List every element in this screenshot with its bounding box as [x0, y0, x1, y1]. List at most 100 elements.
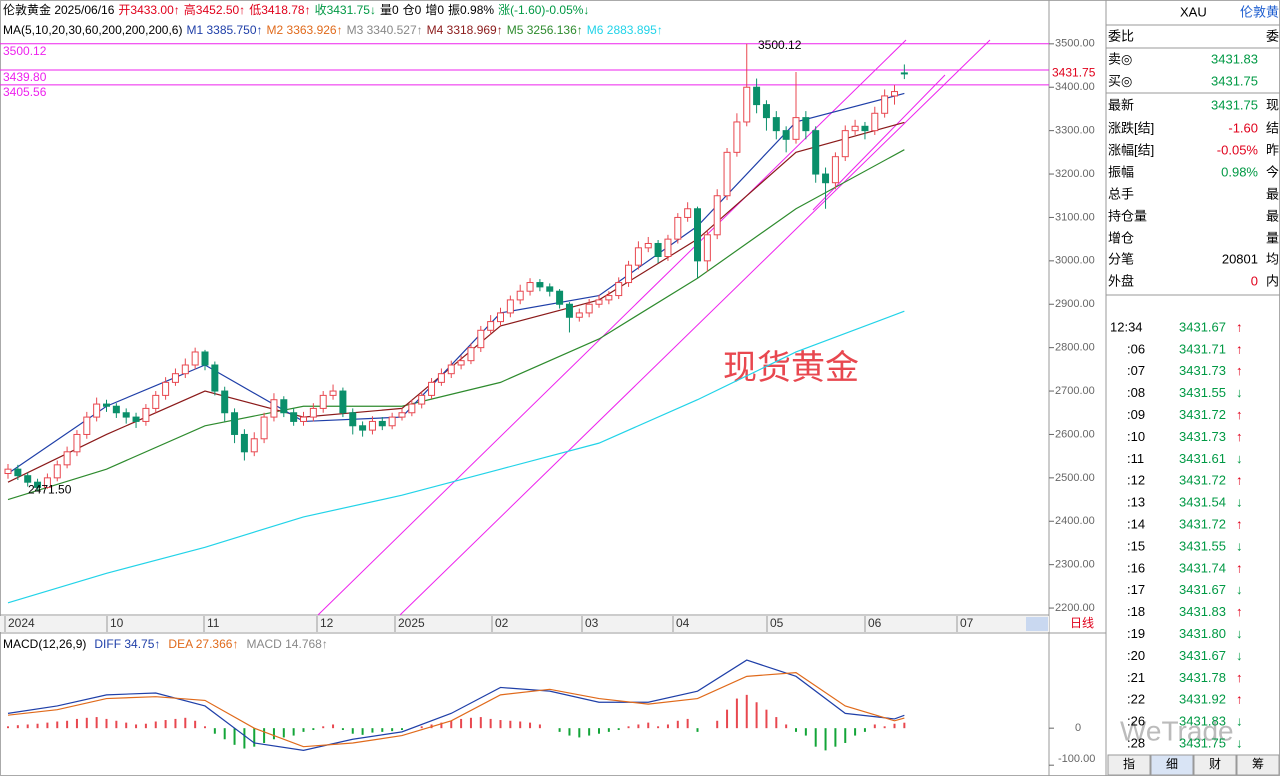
tab-label[interactable]: 财 — [1209, 757, 1221, 771]
candle-body — [280, 399, 288, 414]
header-field: 低3418.78↑ — [249, 3, 310, 17]
candle-body — [871, 112, 879, 132]
tick-time: :11 — [1127, 451, 1144, 466]
candle-body — [349, 412, 357, 427]
tick-arrow: ↓ — [1236, 736, 1243, 751]
macd-header: MACD(12,26,9) DIFF 34.75↑ DEA 27.366↑ MACD … — [3, 637, 328, 651]
candle-body — [211, 364, 219, 392]
candle-body — [250, 438, 258, 453]
row-label: 分笔 — [1108, 251, 1134, 266]
tick-time: :15 — [1127, 538, 1145, 553]
tick-time: :17 — [1127, 582, 1145, 597]
row-value: 3431.75 — [1211, 97, 1258, 112]
tick-arrow: ↓ — [1236, 538, 1243, 553]
candle-body — [83, 416, 91, 435]
tick-arrow: ↓ — [1236, 495, 1243, 510]
tick-arrow: ↑ — [1236, 692, 1243, 707]
tick-price: 3431.67 — [1179, 582, 1226, 597]
tab[interactable] — [1193, 754, 1237, 776]
tick-time: :13 — [1127, 495, 1145, 510]
candle-body — [802, 117, 810, 132]
candle-body — [782, 130, 790, 140]
tick-time: :20 — [1127, 648, 1145, 663]
candle-body — [378, 420, 386, 427]
candle-body — [398, 412, 406, 418]
tick-arrow: ↑ — [1236, 604, 1243, 619]
candle-body — [506, 299, 514, 314]
candle-body — [388, 416, 396, 427]
row-side: 结 — [1266, 120, 1279, 135]
candle-body — [546, 286, 554, 292]
tick-price: 3431.61 — [1179, 451, 1226, 466]
symbol-name: 伦敦黄 — [1240, 4, 1279, 19]
row-label: 委比 — [1108, 28, 1134, 43]
candle-body — [674, 216, 682, 240]
x-tick-label: 11 — [207, 616, 220, 630]
row-side: 委 — [1266, 28, 1279, 43]
tick-time: :09 — [1127, 407, 1145, 422]
tick-arrow: ↓ — [1236, 582, 1243, 597]
candle-body — [290, 412, 298, 422]
x-tick-label: 12 — [320, 616, 334, 630]
tick-price: 3431.73 — [1179, 363, 1226, 378]
y-tick-label: 3200.00 — [1055, 168, 1095, 180]
row-side: 今 — [1266, 164, 1279, 179]
macd-line — [7, 672, 905, 748]
candle-body — [694, 208, 701, 262]
tab-label[interactable]: 筹 — [1252, 757, 1264, 771]
candle-body — [851, 125, 859, 132]
y-tick-label: 2400.00 — [1055, 515, 1095, 527]
tab[interactable] — [1150, 754, 1194, 776]
candle-body — [63, 451, 71, 466]
macd-legend: MACD 14.768↑ — [246, 637, 327, 651]
candle-body — [605, 295, 613, 301]
tab[interactable] — [1236, 754, 1280, 776]
candle-body — [4, 468, 12, 475]
tick-price: 3431.78 — [1179, 670, 1226, 685]
row-value: 20801 — [1222, 251, 1258, 266]
tick-arrow: ↑ — [1236, 473, 1243, 488]
tick-time: :21 — [1127, 670, 1145, 685]
candle-body — [112, 405, 120, 414]
row-value: -1.60 — [1228, 120, 1258, 135]
tick-price: 3431.55 — [1179, 385, 1226, 400]
candle-body — [408, 403, 416, 414]
tick-price: 3431.83 — [1179, 714, 1226, 729]
row-value: -0.05% — [1217, 142, 1259, 157]
tab-label[interactable]: 细 — [1166, 757, 1178, 771]
candle-body — [634, 247, 642, 266]
x-tick-label: 10 — [110, 616, 124, 630]
header-field: 开3433.00↑ — [118, 3, 179, 17]
row-side: 内 — [1266, 273, 1279, 288]
period[interactable]: 日线 — [1070, 616, 1094, 630]
trend-line — [399, 39, 991, 616]
tick-price: 3431.71 — [1179, 341, 1226, 356]
candle-body — [270, 399, 278, 418]
candle-body — [437, 373, 445, 383]
candle-body — [319, 394, 327, 409]
candle-body — [861, 125, 869, 132]
macd-legend: DEA 27.366↑ — [168, 637, 238, 651]
candle-body — [703, 234, 711, 262]
tab[interactable] — [1107, 754, 1151, 776]
tick-arrow: ↑ — [1236, 341, 1243, 356]
x-tick-label: 05 — [770, 616, 784, 630]
tick-arrow: ↑ — [1236, 407, 1243, 422]
candle-body — [644, 242, 652, 249]
level-label: 3500.12 — [3, 44, 47, 58]
candle-body — [585, 303, 593, 314]
scroll-thumb[interactable] — [1026, 617, 1048, 631]
x-tick-label: 2025 — [398, 616, 425, 630]
row-label: 涨幅[结] — [1108, 142, 1154, 157]
candle-body — [881, 95, 889, 114]
level-label: 3439.80 — [3, 70, 47, 84]
header-field: MA(5,10,20,30,60,200,200,200,6) — [3, 23, 182, 37]
tick-arrow: ↑ — [1236, 670, 1243, 685]
candle-body — [772, 117, 780, 132]
header-line: 伦敦黄金 2025/06/16 开3433.00↑ 高3452.50↑ 低3418.7… — [3, 2, 589, 17]
candle-body — [900, 72, 908, 75]
x-tick-label: 2024 — [8, 616, 35, 630]
y-tick-label: 3300.00 — [1055, 125, 1095, 137]
tab-label[interactable]: 指 — [1123, 756, 1135, 771]
